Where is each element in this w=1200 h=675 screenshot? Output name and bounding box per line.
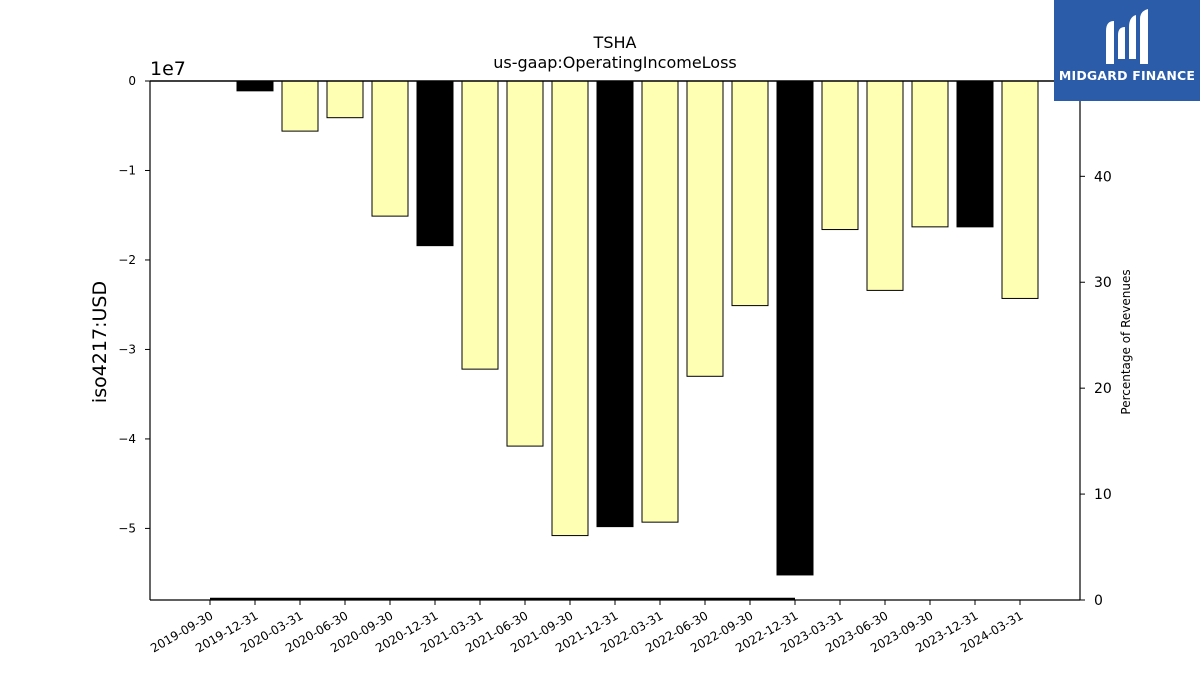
y-tick-label: −5 [118,521,136,535]
bar-2024-03-31 [1001,80,1039,299]
y2-tick-label: 40 [1094,169,1112,185]
y2-tick-label: 10 [1094,487,1112,503]
bars-group [236,80,1039,576]
y2-tick-label: 30 [1094,275,1112,291]
bar-2021-03-31 [461,80,499,370]
bar-2021-09-30 [551,80,589,537]
bar-2020-12-31 [416,80,454,247]
logo-text: MIDGARD FINANCE [1058,68,1196,83]
bar-2023-09-30 [911,80,949,228]
bar-2022-12-31 [776,80,814,576]
y-tick-label: 0 [128,74,136,88]
midgard-finance-logo: MIDGARD FINANCE [1054,0,1200,101]
midgard-logo-icon [1106,9,1148,64]
bar-2022-06-30 [686,80,724,377]
bar-2023-03-31 [821,80,859,231]
y2-axis-label: Percentage of Revenues [1119,269,1133,414]
bar-2021-06-30 [506,80,544,447]
y-axis-label: iso4217:USD [89,281,111,403]
y-tick-label: −3 [118,342,136,356]
y2-tick-label: 0 [1094,593,1103,609]
bar-2023-12-31 [956,80,994,228]
bar-2022-09-30 [731,80,769,307]
y-tick-label: −2 [118,253,136,267]
chart-subtitle: us-gaap:OperatingIncomeLoss [493,53,737,72]
bar-2021-12-31 [596,80,634,528]
bar-2020-06-30 [326,80,364,119]
bar-2019-12-31 [236,80,274,92]
bar-2020-09-30 [371,80,409,217]
y-tick-label: −1 [118,163,136,177]
y-offset-label: 1e7 [150,58,186,80]
bar-2022-03-31 [641,80,679,523]
bar-2023-06-30 [866,80,904,291]
y-tick-label: −4 [118,432,136,446]
chart-title: TSHA [593,33,637,52]
y2-tick-label: 20 [1094,381,1112,397]
bar-2020-03-31 [281,80,319,132]
